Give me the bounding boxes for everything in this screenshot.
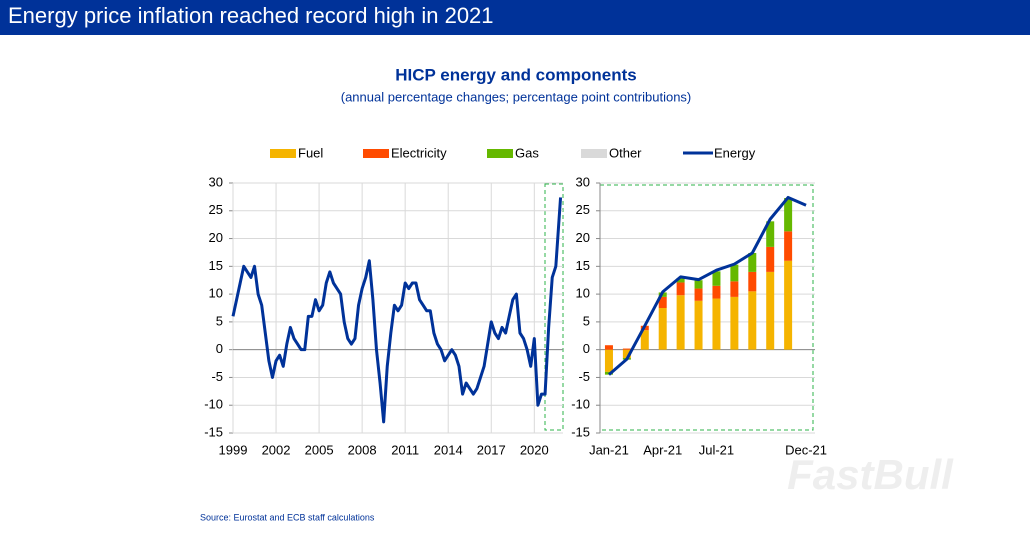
- bar: [712, 285, 721, 299]
- x-tick-label: 2017: [477, 442, 506, 457]
- bar: [784, 198, 793, 232]
- bar: [676, 278, 685, 283]
- legend-label: Energy: [714, 145, 756, 160]
- y-tick-label: 20: [209, 230, 223, 245]
- x-tick-label: 2011: [391, 442, 419, 457]
- y-tick-label: -15: [204, 424, 223, 439]
- bar: [712, 298, 721, 350]
- bar: [712, 271, 721, 286]
- bar: [766, 246, 775, 272]
- x-tick-label: Dec-21: [785, 442, 827, 457]
- legend-swatch: [270, 149, 296, 158]
- x-tick-label: Jul-21: [699, 442, 734, 457]
- header-title: Energy price inflation reached record hi…: [8, 3, 494, 28]
- bar: [784, 260, 793, 350]
- y-tick-label: -15: [571, 424, 590, 439]
- bar: [730, 264, 739, 282]
- x-tick-label: Jan-21: [589, 442, 629, 457]
- y-tick-label: 15: [576, 258, 590, 273]
- bar: [676, 282, 685, 296]
- y-tick-label: -10: [571, 397, 590, 412]
- legend-label: Gas: [515, 145, 539, 160]
- bar: [676, 295, 685, 350]
- bar: [730, 296, 739, 350]
- legend-label: Electricity: [391, 145, 447, 160]
- y-tick-label: 10: [576, 286, 590, 301]
- bar: [622, 349, 631, 358]
- y-tick-label: 20: [576, 230, 590, 245]
- line-series: [231, 197, 563, 424]
- bar: [748, 291, 757, 350]
- bar: [694, 288, 703, 301]
- y-tick-label: -5: [211, 369, 223, 384]
- legend-swatch: [581, 149, 607, 158]
- x-tick-label: 2008: [348, 442, 377, 457]
- y-tick-label: 30: [209, 174, 223, 189]
- bar: [766, 271, 775, 350]
- y-tick-label: 10: [209, 286, 223, 301]
- y-tick-label: 30: [576, 174, 590, 189]
- line-series: [607, 195, 807, 376]
- x-tick-label: 2005: [305, 442, 334, 457]
- legend-swatch: [487, 149, 513, 158]
- legend-swatch: [363, 149, 389, 158]
- y-tick-label: 5: [216, 313, 223, 328]
- x-tick-label: Apr-21: [643, 442, 682, 457]
- highlight-box: [599, 184, 814, 431]
- y-tick-label: 15: [209, 258, 223, 273]
- header-bar: [0, 0, 1030, 35]
- x-tick-label: 2014: [434, 442, 463, 457]
- legend-label: Fuel: [298, 145, 323, 160]
- source: Source: Eurostat and ECB staff calculati…: [200, 512, 375, 522]
- y-tick-label: -10: [204, 397, 223, 412]
- legend-label: Other: [609, 145, 642, 160]
- y-tick-label: 0: [216, 341, 223, 356]
- y-tick-label: -5: [578, 369, 590, 384]
- bar: [766, 221, 775, 247]
- bar: [748, 253, 757, 272]
- x-tick-label: 2002: [262, 442, 291, 457]
- bar: [604, 345, 613, 350]
- watermark: FastBull: [787, 451, 954, 498]
- y-tick-label: 25: [209, 202, 223, 217]
- y-tick-label: 0: [583, 341, 590, 356]
- bar: [658, 296, 667, 308]
- bar: [604, 349, 613, 372]
- bar: [694, 300, 703, 350]
- bar: [748, 271, 757, 292]
- highlight-box: [544, 183, 564, 431]
- bar: [784, 231, 793, 261]
- y-tick-label: 5: [583, 313, 590, 328]
- x-tick-label: 1999: [219, 442, 248, 457]
- y-tick-label: 25: [576, 202, 590, 217]
- bar: [658, 308, 667, 350]
- chart-title: HICP energy and components: [395, 65, 637, 84]
- chart-subtitle: (annual percentage changes; percentage p…: [341, 89, 692, 104]
- bar: [694, 280, 703, 289]
- bar: [622, 348, 631, 350]
- bar: [640, 330, 649, 350]
- x-tick-label: 2020: [520, 442, 549, 457]
- bar: [730, 281, 739, 297]
